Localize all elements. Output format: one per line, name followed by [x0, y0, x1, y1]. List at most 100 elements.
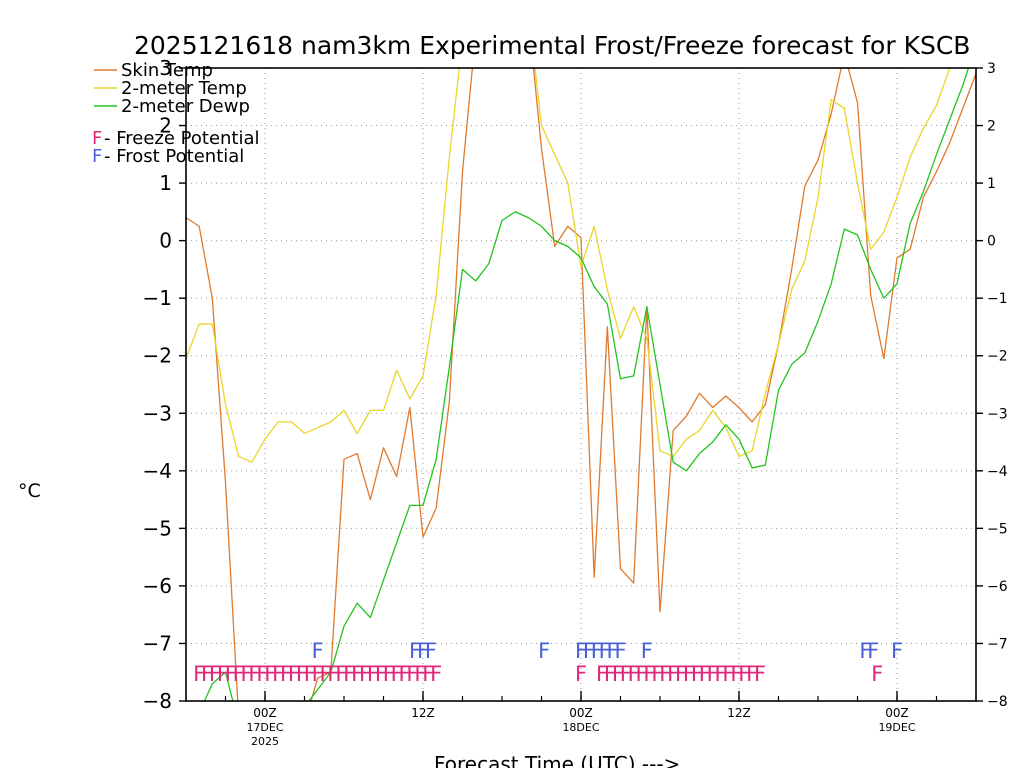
legend-label-skin: Skin Temp	[121, 60, 213, 81]
freeze-potential-marker: F	[596, 662, 608, 686]
freeze-potential-marker: F	[430, 662, 442, 686]
freeze-potential-marker: F	[575, 662, 587, 686]
freeze-potential-marker: F	[359, 662, 371, 686]
y-tick-label-left: −8	[143, 689, 172, 713]
frost-potential-marker: F	[891, 639, 903, 663]
legend-label-dewp: 2-meter Dewp	[121, 96, 250, 117]
freeze-potential-marker: F	[225, 662, 237, 686]
y-tick-label-right: 0	[987, 234, 996, 250]
freeze-potential-marker: F	[604, 662, 616, 686]
freeze-potential-marker: F	[280, 662, 292, 686]
freeze-potential-marker: F	[383, 662, 395, 686]
x-tick-label: 00Z	[253, 706, 277, 720]
freeze-potential-marker: F	[699, 662, 711, 686]
legend-glyph-frost: F	[92, 146, 102, 167]
y-tick-label-right: −3	[987, 406, 1008, 422]
frost-potential-marker: F	[417, 639, 429, 663]
y-axis-left: −8 −7 −6 −5 −4 −3 −2 −1 0 1 2 3	[143, 56, 186, 713]
frost-potential-marker: F	[607, 639, 619, 663]
y-tick-label-right: −7	[987, 636, 1008, 652]
y-tick-label-right: 1	[987, 176, 996, 192]
frost-potential-marker: F	[538, 639, 550, 663]
series-layer	[186, 68, 976, 701]
freeze-potential-marker: F	[217, 662, 229, 686]
frost-potential-marker: F	[575, 639, 587, 663]
y-tick-label-left: −3	[143, 401, 172, 425]
y-tick-label-left: −1	[143, 286, 172, 310]
freeze-potential-marker: F	[335, 662, 347, 686]
frost-potential-marker: F	[409, 639, 421, 663]
y-tick-label-left: −2	[143, 344, 172, 368]
freeze-potential-marker: F	[722, 662, 734, 686]
legend-label-frost: - Frost Potential	[104, 146, 244, 167]
freeze-potential-marker: F	[406, 662, 418, 686]
y-tick-label-left: 1	[159, 171, 172, 195]
freeze-potential-marker: F	[233, 662, 245, 686]
y-tick-label-left: 2	[159, 114, 172, 138]
freeze-potential-marker: F	[422, 662, 434, 686]
series-line-2-meter-temp	[186, 68, 951, 463]
y-tick-label-right: −1	[987, 291, 1008, 307]
freeze-potential-marker: F	[707, 662, 719, 686]
freeze-potential-marker: F	[327, 662, 339, 686]
freeze-potential-marker: F	[272, 662, 284, 686]
freeze-potential-marker: F	[738, 662, 750, 686]
frost-potential-marker: F	[583, 639, 595, 663]
y-tick-label-left: −6	[143, 574, 172, 598]
freeze-potential-marker: F	[691, 662, 703, 686]
freeze-potential-marker: F	[351, 662, 363, 686]
frost-potential-marker: F	[599, 639, 611, 663]
series-line-skin-temp	[186, 68, 976, 701]
y-axis-right: −8 −7 −6 −5 −4 −3 −2 −1 0 1 2 3	[976, 61, 1008, 710]
y-tick-label-left: −5	[143, 516, 172, 540]
frost-potential-marker: F	[312, 639, 324, 663]
freeze-potential-marker: F	[367, 662, 379, 686]
freeze-potential-marker: F	[248, 662, 260, 686]
freeze-potential-marker: F	[871, 662, 883, 686]
freeze-potential-marker: F	[288, 662, 300, 686]
freeze-potential-marker: F	[201, 662, 213, 686]
y-tick-label-right: 3	[987, 61, 996, 77]
freeze-potential-marker: F	[730, 662, 742, 686]
y-tick-label-right: −4	[987, 464, 1008, 480]
freeze-potential-marker: F	[683, 662, 695, 686]
freeze-potential-marker: F	[312, 662, 324, 686]
frost-potential-marker: F	[591, 639, 603, 663]
y-tick-label-right: −2	[987, 349, 1008, 365]
gridlines	[186, 68, 976, 701]
legend-glyph-freeze: F	[92, 128, 102, 149]
y-tick-label-left: −7	[143, 631, 172, 655]
freeze-potential-marker: F	[296, 662, 308, 686]
freeze-potential-marker: F	[264, 662, 276, 686]
freeze-potential-marker: F	[620, 662, 632, 686]
freeze-potential-marker: F	[414, 662, 426, 686]
frost-potential-marker: F	[867, 639, 879, 663]
freeze-potential-marker: F	[320, 662, 332, 686]
freeze-potential-marker: F	[746, 662, 758, 686]
plot-frame	[185, 67, 977, 702]
freeze-potential-marker: F	[667, 662, 679, 686]
y-tick-label-right: −8	[987, 694, 1008, 710]
y-tick-label-right: −5	[987, 521, 1008, 537]
y-tick-label-left: 0	[159, 229, 172, 253]
x-tick-date: 17DEC	[246, 721, 283, 734]
freeze-potential-marker: F	[636, 662, 648, 686]
x-tick-label: 12Z	[411, 706, 435, 720]
freeze-potential-marker: F	[256, 662, 268, 686]
series-line-2-meter-dewp	[203, 68, 970, 701]
frost-potential-marker: F	[641, 639, 653, 663]
x-tick-label: 00Z	[569, 706, 593, 720]
x-tick-date: 18DEC	[562, 721, 599, 734]
y-axis-label: °C	[18, 480, 41, 502]
y-tick-label-right: −6	[987, 579, 1008, 595]
chart-title: 2025121618 nam3km Experimental Frost/Fre…	[134, 31, 970, 60]
x-axis-label: Forecast Time (UTC) --->	[434, 752, 680, 768]
freeze-potential-marker: F	[304, 662, 316, 686]
frost-potential-marker: F	[425, 639, 437, 663]
freeze-potential-marker: F	[612, 662, 624, 686]
